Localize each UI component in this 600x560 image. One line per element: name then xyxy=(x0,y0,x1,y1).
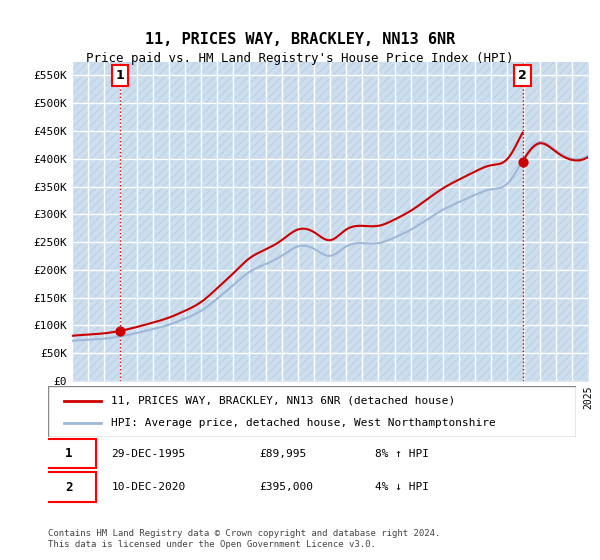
Text: 4% ↓ HPI: 4% ↓ HPI xyxy=(376,482,430,492)
Point xyxy=(115,326,125,335)
Text: 1: 1 xyxy=(116,69,125,82)
Text: 11, PRICES WAY, BRACKLEY, NN13 6NR (detached house): 11, PRICES WAY, BRACKLEY, NN13 6NR (deta… xyxy=(112,395,455,405)
Text: £89,995: £89,995 xyxy=(259,449,307,459)
Text: HPI: Average price, detached house, West Northamptonshire: HPI: Average price, detached house, West… xyxy=(112,418,496,428)
Text: 2: 2 xyxy=(518,69,527,82)
FancyBboxPatch shape xyxy=(43,473,95,502)
Text: 1: 1 xyxy=(65,447,73,460)
Text: 11, PRICES WAY, BRACKLEY, NN13 6NR: 11, PRICES WAY, BRACKLEY, NN13 6NR xyxy=(145,32,455,46)
Text: 29-DEC-1995: 29-DEC-1995 xyxy=(112,449,185,459)
Point xyxy=(518,157,527,166)
Text: £395,000: £395,000 xyxy=(259,482,313,492)
Text: 10-DEC-2020: 10-DEC-2020 xyxy=(112,482,185,492)
Text: 2: 2 xyxy=(65,480,73,494)
Text: 8% ↑ HPI: 8% ↑ HPI xyxy=(376,449,430,459)
FancyBboxPatch shape xyxy=(43,439,95,468)
Text: Price paid vs. HM Land Registry's House Price Index (HPI): Price paid vs. HM Land Registry's House … xyxy=(86,52,514,66)
FancyBboxPatch shape xyxy=(48,386,576,437)
Text: Contains HM Land Registry data © Crown copyright and database right 2024.
This d: Contains HM Land Registry data © Crown c… xyxy=(48,529,440,549)
